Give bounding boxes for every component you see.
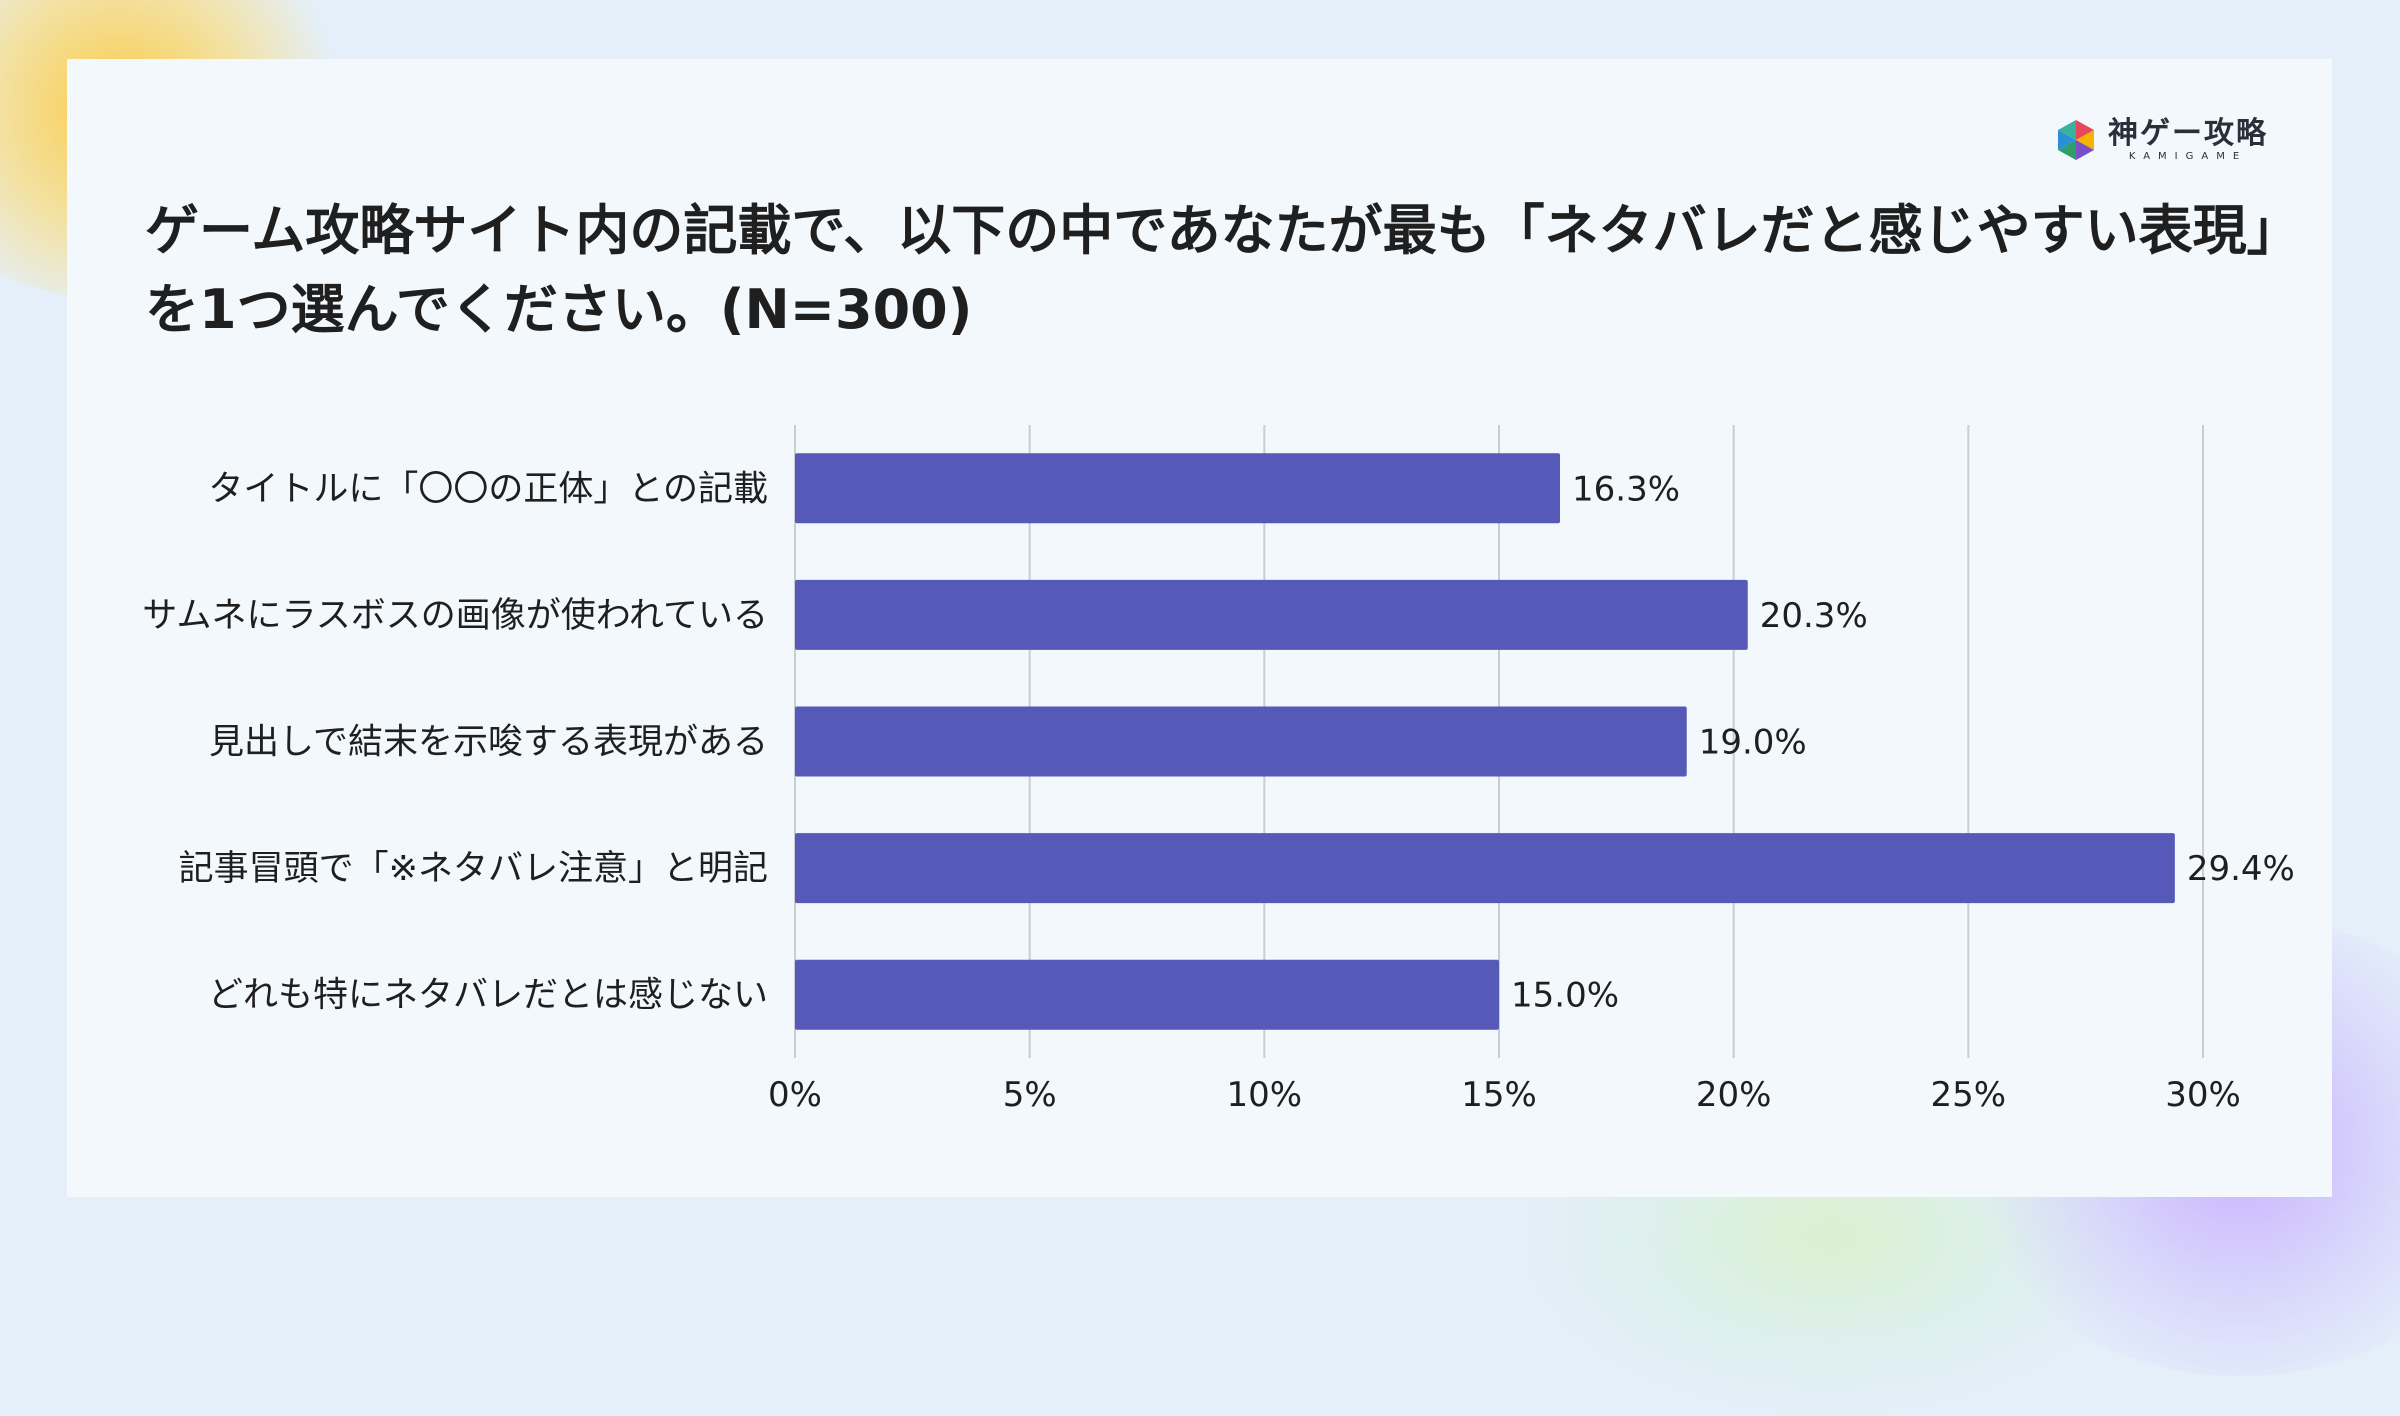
x-tick-label: 25% bbox=[1931, 1075, 2007, 1115]
x-tick-label: 15% bbox=[1461, 1075, 1537, 1115]
logo-name: 神ゲー攻略 bbox=[2108, 116, 2268, 151]
logo: 神ゲー攻略 KAMIGAME bbox=[2054, 117, 2268, 163]
bar bbox=[795, 706, 1687, 777]
bar bbox=[795, 579, 1748, 650]
x-tick-label: 30% bbox=[2165, 1075, 2241, 1115]
bar-chart: 0% 5% 10% 15% 20% 25% 30% 16.3% タイトルに「〇〇の正体」との記載… bbox=[142, 425, 2295, 1115]
data-label: 20.3% bbox=[1760, 596, 1868, 636]
data-label: 15.0% bbox=[1511, 976, 1619, 1016]
logo-subtitle: KAMIGAME bbox=[2128, 151, 2248, 162]
chart-title: ゲーム攻略サイト内の記載で、以下の中であなたが最も「ネタバレだと感じやすい表現」… bbox=[145, 199, 2274, 341]
data-label: 19.0% bbox=[1699, 723, 1807, 763]
x-tick-label: 10% bbox=[1227, 1075, 1303, 1115]
x-tick-label: 5% bbox=[1003, 1075, 1057, 1115]
x-tick-label: 20% bbox=[1696, 1075, 1772, 1115]
category-label: 記事冒頭で「※ネタバレ注意」と明記 bbox=[179, 849, 768, 889]
bar bbox=[795, 959, 1499, 1030]
data-label: 16.3% bbox=[1572, 469, 1680, 509]
category-label: 見出しで結末を示唆する表現がある bbox=[209, 723, 768, 763]
bar bbox=[795, 833, 2175, 904]
labels: 0% 5% 10% 15% 20% 25% 30% 16.3% タイトルに「〇〇の正体」との記載… bbox=[142, 469, 2295, 1115]
bar bbox=[795, 453, 1561, 524]
category-label: タイトルに「〇〇の正体」との記載 bbox=[208, 469, 768, 509]
data-label: 29.4% bbox=[2187, 849, 2295, 889]
category-label: どれも特にネタバレだとは感じない bbox=[208, 976, 768, 1016]
bars bbox=[795, 453, 2175, 1030]
x-tick-label: 0% bbox=[768, 1075, 822, 1115]
logo-mark-icon bbox=[2058, 120, 2094, 160]
category-label: サムネにラスボスの画像が使われている bbox=[142, 596, 768, 636]
